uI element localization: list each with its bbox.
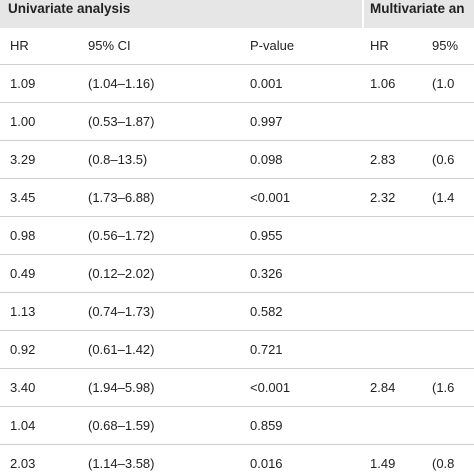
table-cell: (1.4 <box>432 190 455 205</box>
table-cell: 2.03 <box>10 456 36 471</box>
table-cell: (1.0 <box>432 76 455 91</box>
table-cell: (1.73–6.88) <box>88 190 155 205</box>
table-cell: 0.997 <box>250 114 283 129</box>
table-cell: 2.32 <box>370 190 396 205</box>
column-header: HR <box>10 38 29 53</box>
table-cell: 0.582 <box>250 304 283 319</box>
table-cell: (1.94–5.98) <box>88 380 155 395</box>
table-cell: 0.98 <box>10 228 36 243</box>
group-header-band <box>0 0 474 28</box>
row-rule <box>0 292 474 293</box>
table-cell: 0.49 <box>10 266 36 281</box>
table-cell: 0.721 <box>250 342 283 357</box>
table-cell: (0.12–2.02) <box>88 266 155 281</box>
table-cell: 0.859 <box>250 418 283 433</box>
table-cell: 1.00 <box>10 114 36 129</box>
table-cell: 0.016 <box>250 456 283 471</box>
table-cell: 0.098 <box>250 152 283 167</box>
row-rule <box>0 368 474 369</box>
column-header: P-value <box>250 38 295 53</box>
row-rule <box>0 444 474 445</box>
table-cell: 3.45 <box>10 190 36 205</box>
column-header: 95% CI <box>88 38 131 53</box>
table-cell: 1.49 <box>370 456 396 471</box>
table-cell: 0.92 <box>10 342 36 357</box>
table-cell: (0.6 <box>432 152 455 167</box>
table-cell: (0.61–1.42) <box>88 342 155 357</box>
group-header: Multivariate an <box>370 1 465 16</box>
table-cell: 3.40 <box>10 380 36 395</box>
table-cell: (1.6 <box>432 380 455 395</box>
table-cell: 3.29 <box>10 152 36 167</box>
table-cell: 0.955 <box>250 228 283 243</box>
table-cell: (0.68–1.59) <box>88 418 155 433</box>
table-cell: 0.001 <box>250 76 283 91</box>
column-header: HR <box>370 38 389 53</box>
group-divider <box>362 0 364 28</box>
table-cell: 0.326 <box>250 266 283 281</box>
table-cell: (0.74–1.73) <box>88 304 155 319</box>
table-cell: (0.56–1.72) <box>88 228 155 243</box>
table-cell: 1.09 <box>10 76 36 91</box>
row-rule <box>0 140 474 141</box>
table-cell: 1.13 <box>10 304 36 319</box>
table-cell: (0.8–13.5) <box>88 152 148 167</box>
row-rule <box>0 178 474 179</box>
row-rule <box>0 406 474 407</box>
table-cell: (1.14–3.58) <box>88 456 155 471</box>
row-rule <box>0 330 474 331</box>
row-rule <box>0 254 474 255</box>
column-header: 95% <box>432 38 459 53</box>
table-cell: (0.8 <box>432 456 455 471</box>
table-cell: <0.001 <box>250 380 291 395</box>
row-rule <box>0 102 474 103</box>
table-cell: 1.06 <box>370 76 396 91</box>
group-header: Univariate analysis <box>8 1 131 16</box>
table-cell: (0.53–1.87) <box>88 114 155 129</box>
table-cell: (1.04–1.16) <box>88 76 155 91</box>
table-cell: 2.83 <box>370 152 396 167</box>
row-rule <box>0 216 474 217</box>
table-cell: 2.84 <box>370 380 396 395</box>
table-cell: 1.04 <box>10 418 36 433</box>
table-cell: <0.001 <box>250 190 291 205</box>
row-rule <box>0 64 474 65</box>
